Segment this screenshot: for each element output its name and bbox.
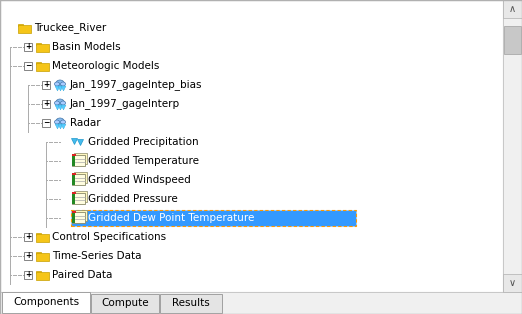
- Ellipse shape: [56, 99, 64, 105]
- Text: +: +: [43, 80, 49, 89]
- Text: Truckee_River: Truckee_River: [34, 23, 106, 34]
- Bar: [72, 174, 75, 185]
- Bar: [24, 252, 32, 260]
- Text: ∧: ∧: [509, 4, 516, 14]
- Ellipse shape: [61, 101, 65, 105]
- Ellipse shape: [56, 80, 64, 86]
- Bar: [160, 294, 222, 313]
- Bar: [36, 63, 49, 71]
- Bar: [36, 62, 41, 64]
- Text: Jan_1997_gageInterp: Jan_1997_gageInterp: [70, 99, 180, 110]
- Bar: [42, 100, 50, 108]
- Bar: [36, 271, 41, 273]
- Text: −: −: [25, 61, 31, 70]
- Text: Gridded Windspeed: Gridded Windspeed: [88, 175, 191, 185]
- Bar: [72, 192, 76, 194]
- Bar: [72, 193, 85, 204]
- Text: Results: Results: [172, 298, 210, 308]
- Bar: [72, 212, 85, 223]
- Bar: [24, 62, 32, 70]
- Bar: [2, 292, 90, 313]
- Ellipse shape: [61, 82, 65, 86]
- Bar: [36, 44, 49, 52]
- Text: −: −: [43, 118, 49, 127]
- Bar: [0, 292, 522, 314]
- Bar: [36, 43, 41, 45]
- Bar: [24, 43, 32, 51]
- Ellipse shape: [56, 118, 64, 124]
- Text: Jan_1997_gageIntep_bias: Jan_1997_gageIntep_bias: [70, 79, 203, 90]
- Bar: [72, 173, 76, 175]
- Bar: [74, 191, 87, 202]
- Ellipse shape: [54, 82, 60, 86]
- Text: +: +: [25, 270, 31, 279]
- Bar: [18, 25, 31, 33]
- Bar: [42, 119, 50, 127]
- Bar: [72, 154, 76, 156]
- Ellipse shape: [61, 120, 65, 124]
- Text: Gridded Precipitation: Gridded Precipitation: [88, 137, 199, 147]
- Bar: [72, 193, 75, 204]
- Bar: [504, 26, 521, 54]
- Text: Components: Components: [13, 297, 79, 307]
- Bar: [36, 234, 49, 242]
- Text: Radar: Radar: [70, 118, 101, 128]
- Bar: [36, 253, 49, 261]
- Ellipse shape: [54, 120, 60, 124]
- Text: Time-Series Data: Time-Series Data: [52, 251, 141, 261]
- Bar: [72, 155, 85, 166]
- Bar: [72, 212, 75, 223]
- Bar: [36, 272, 49, 280]
- Bar: [72, 174, 85, 185]
- Text: Gridded Temperature: Gridded Temperature: [88, 156, 199, 166]
- Text: +: +: [25, 42, 31, 51]
- Text: ∨: ∨: [509, 278, 516, 288]
- Bar: [72, 211, 76, 213]
- Bar: [36, 233, 41, 235]
- Bar: [74, 172, 87, 183]
- Bar: [24, 233, 32, 241]
- Text: +: +: [25, 232, 31, 241]
- Text: Paired Data: Paired Data: [52, 270, 112, 280]
- Bar: [36, 252, 41, 254]
- Text: Gridded Dew Point Temperature: Gridded Dew Point Temperature: [88, 213, 254, 223]
- Text: Basin Models: Basin Models: [52, 42, 121, 52]
- Bar: [74, 210, 87, 221]
- Bar: [503, 0, 522, 292]
- Ellipse shape: [54, 101, 60, 105]
- Text: Gridded Pressure: Gridded Pressure: [88, 194, 178, 204]
- Text: Control Specifications: Control Specifications: [52, 232, 166, 242]
- Bar: [24, 271, 32, 279]
- Text: +: +: [43, 99, 49, 108]
- Bar: [72, 155, 75, 166]
- Bar: [91, 294, 159, 313]
- Text: Meteorologic Models: Meteorologic Models: [52, 61, 159, 71]
- Bar: [74, 153, 87, 164]
- Text: +: +: [25, 251, 31, 260]
- Bar: [503, 274, 522, 292]
- Bar: [18, 24, 23, 26]
- Bar: [503, 0, 522, 18]
- Bar: [71, 210, 356, 226]
- Text: Compute: Compute: [101, 298, 149, 308]
- Bar: [42, 81, 50, 89]
